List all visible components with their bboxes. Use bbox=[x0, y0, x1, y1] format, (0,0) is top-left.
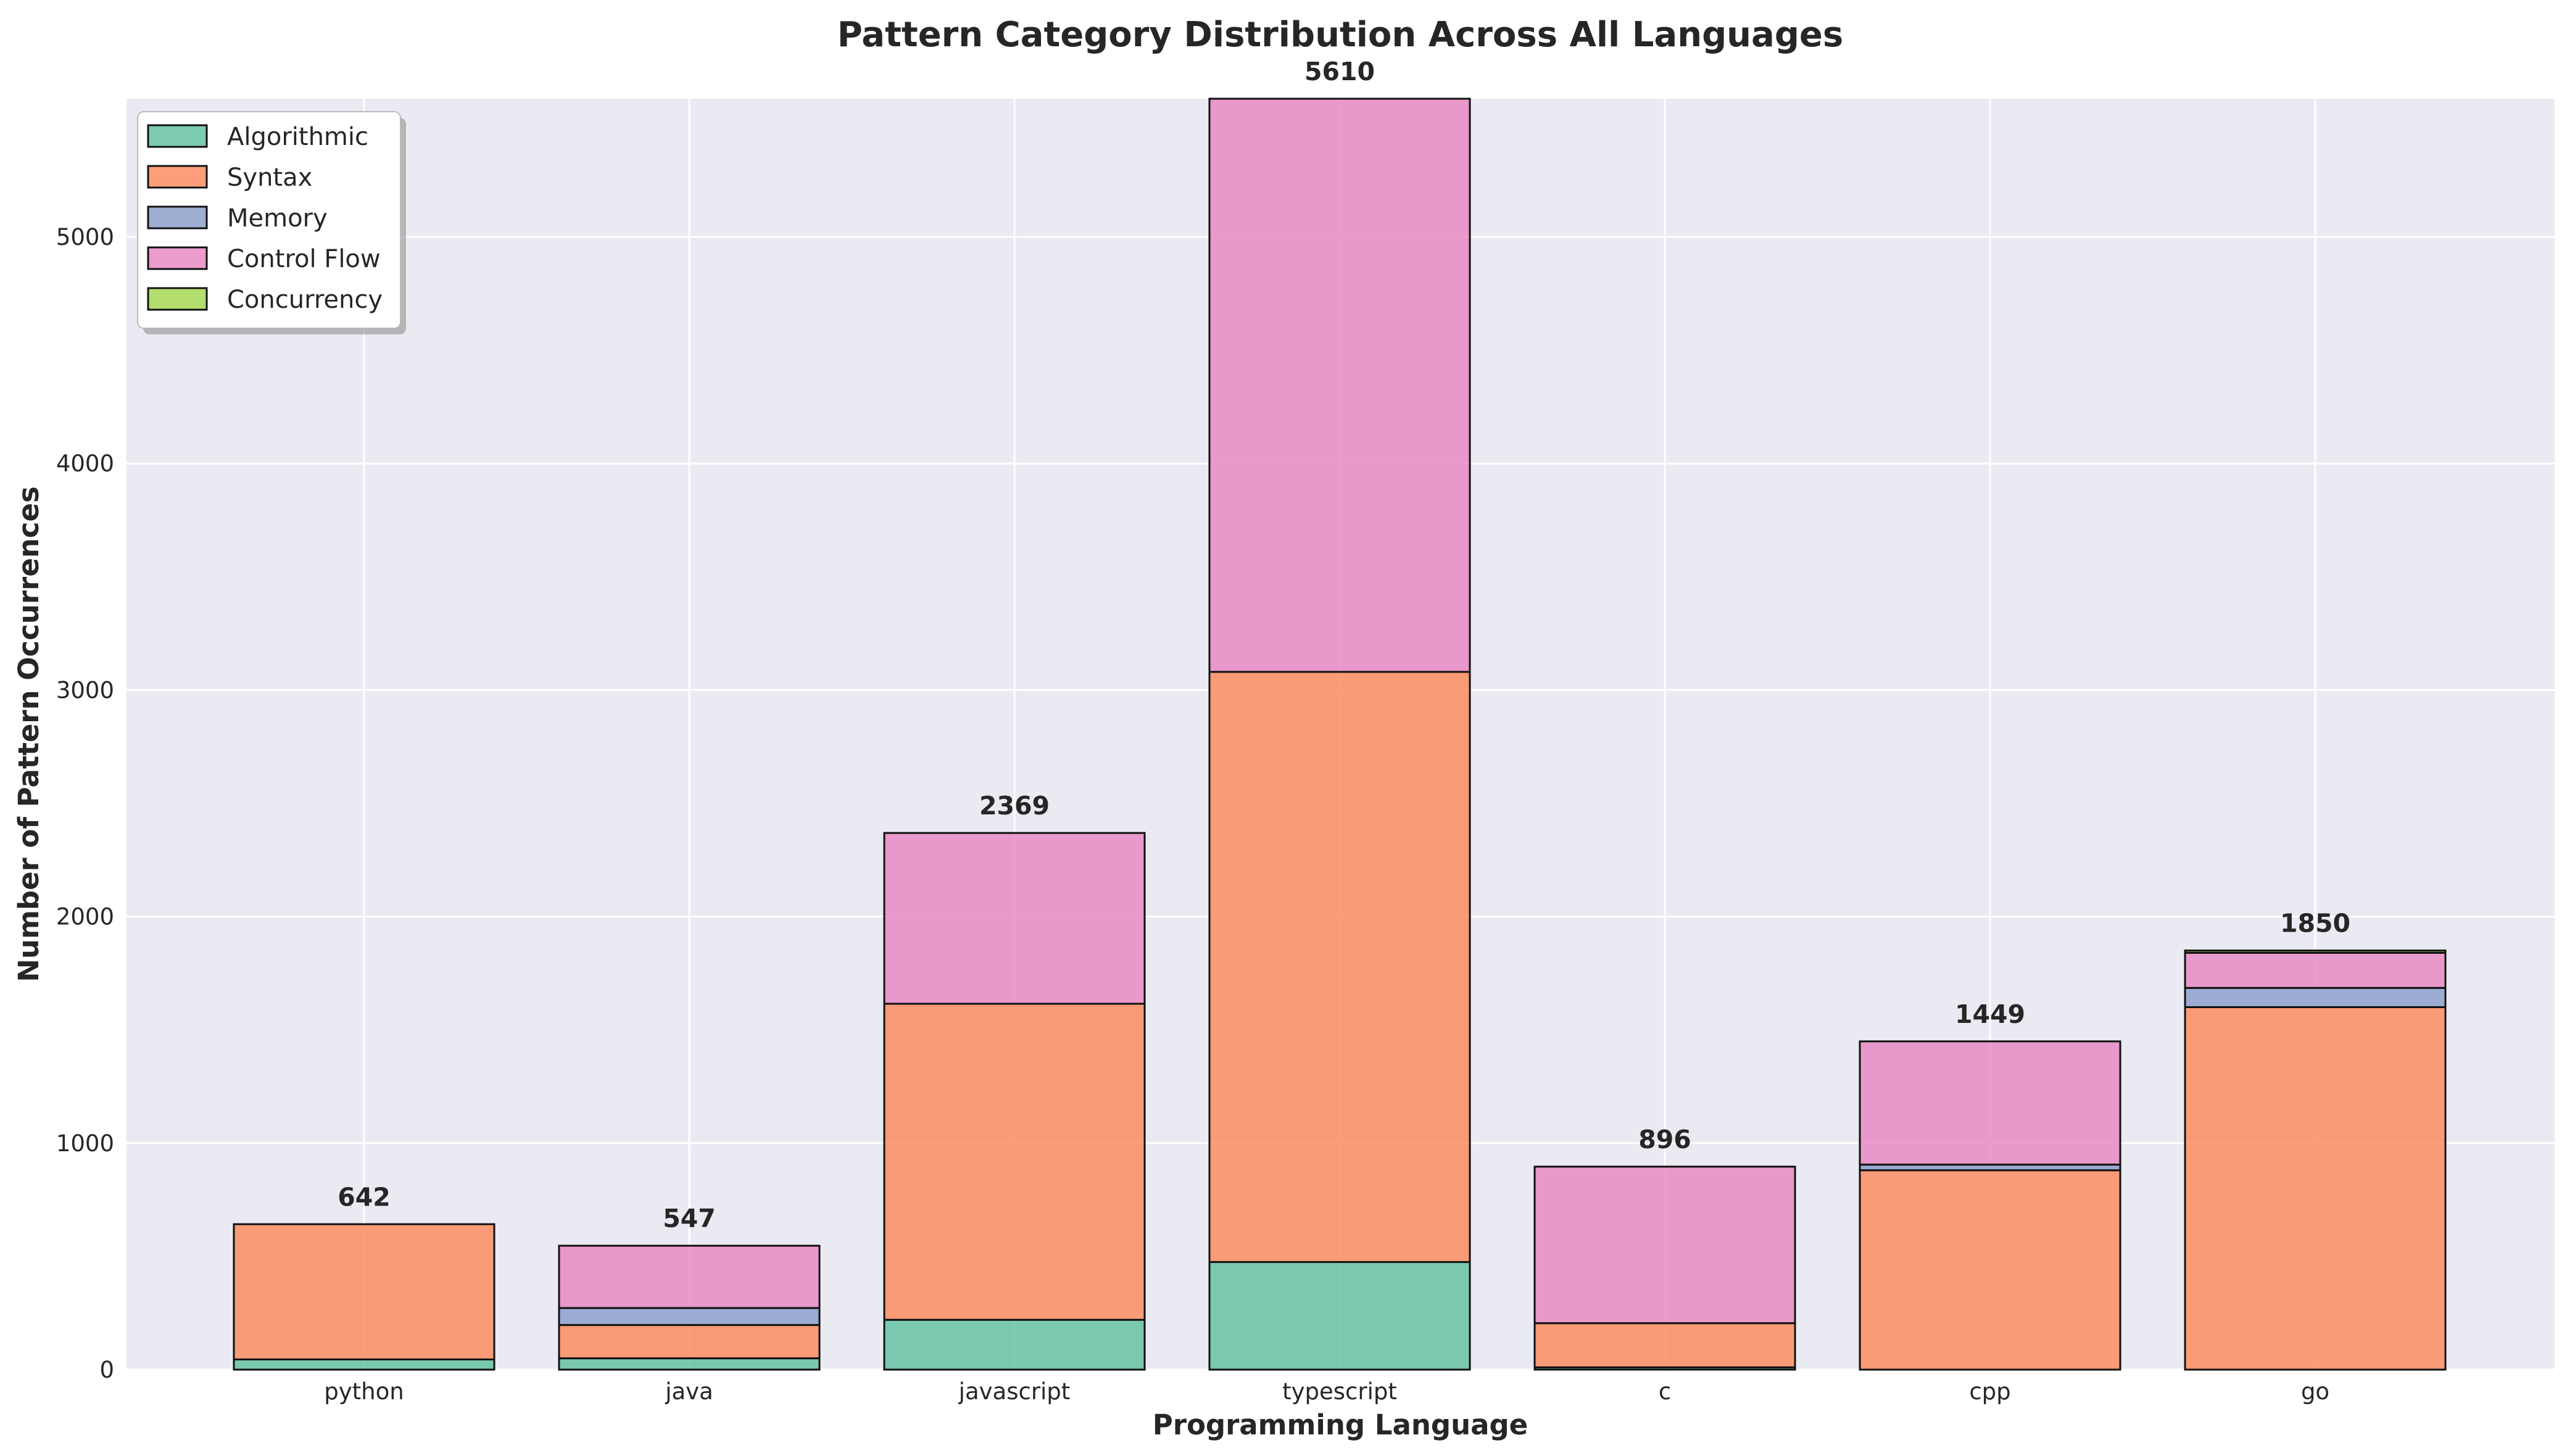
bar-segment-syntax-c bbox=[1533, 1322, 1796, 1368]
bar-segment-algorithmic-javascript bbox=[883, 1318, 1146, 1371]
chart-title: Pattern Category Distribution Across All… bbox=[837, 15, 1843, 55]
total-label-c: 896 bbox=[1638, 1125, 1691, 1154]
y-tick-label: 1000 bbox=[56, 1130, 114, 1157]
legend-swatch-algorithmic bbox=[147, 124, 208, 148]
bar-segment-memory-go bbox=[2184, 987, 2447, 1008]
bar-segment-syntax-cpp bbox=[1859, 1169, 2121, 1371]
y-axis-label: Number of Pattern Occurrences bbox=[12, 486, 45, 982]
x-tick-label-javascript: javascript bbox=[958, 1378, 1071, 1405]
bar-segment-syntax-javascript bbox=[883, 1003, 1146, 1321]
gridlines bbox=[126, 99, 2555, 1371]
bar-segment-concurrency-go bbox=[2184, 949, 2447, 954]
bar-segment-algorithmic-java bbox=[558, 1357, 821, 1371]
bar-segment-control-flow-cpp bbox=[1859, 1040, 2121, 1166]
legend-label-algorithmic: Algorithmic bbox=[227, 123, 368, 151]
total-label-typescript: 5610 bbox=[1304, 57, 1375, 86]
x-tick-label-c: c bbox=[1659, 1378, 1671, 1405]
bar-segment-syntax-typescript bbox=[1208, 671, 1471, 1264]
legend-swatch-concurrency bbox=[147, 287, 208, 311]
x-tick-label-cpp: cpp bbox=[1969, 1378, 2010, 1405]
legend-label-control-flow: Control Flow bbox=[227, 245, 381, 273]
y-tick-label: 5000 bbox=[56, 224, 114, 250]
y-tick-labels: 0 1000 2000 3000 4000 5000 bbox=[56, 224, 114, 1383]
bar-segment-syntax-go bbox=[2184, 1006, 2447, 1371]
bar-segment-algorithmic-python bbox=[233, 1358, 496, 1371]
bar-segment-control-flow-go bbox=[2184, 951, 2447, 989]
legend-label-syntax: Syntax bbox=[227, 163, 312, 192]
y-tick-label: 3000 bbox=[56, 677, 114, 703]
legend-swatch-syntax bbox=[147, 165, 208, 189]
legend-swatch-control-flow bbox=[147, 246, 208, 270]
total-label-java: 547 bbox=[663, 1204, 716, 1233]
legend: Algorithmic Syntax Memory Control Flow Concu… bbox=[137, 111, 406, 334]
x-axis-label: Programming Language bbox=[1153, 1408, 1528, 1441]
bar-segment-control-flow-java bbox=[558, 1244, 821, 1309]
total-labels: 642 547 2369 5610 896 1449 1850 bbox=[338, 57, 2350, 1233]
bars bbox=[233, 97, 2447, 1371]
legend-label-memory: Memory bbox=[227, 204, 328, 233]
bar-segment-control-flow-typescript bbox=[1208, 97, 1471, 673]
total-label-go: 1850 bbox=[2280, 909, 2350, 938]
y-tick-label: 0 bbox=[99, 1357, 114, 1383]
bar-segment-control-flow-c bbox=[1533, 1165, 1796, 1325]
x-tick-label-go: go bbox=[2301, 1378, 2329, 1405]
bar-segment-algorithmic-typescript bbox=[1208, 1261, 1471, 1371]
total-label-cpp: 1449 bbox=[1955, 999, 2025, 1029]
legend-label-concurrency: Concurrency bbox=[227, 286, 383, 314]
bar-segment-memory-java bbox=[558, 1307, 821, 1326]
bar-segment-control-flow-javascript bbox=[883, 832, 1146, 1005]
y-tick-label: 2000 bbox=[56, 904, 114, 930]
total-label-python: 642 bbox=[338, 1182, 391, 1212]
x-tick-label-python: python bbox=[324, 1378, 404, 1405]
total-label-javascript: 2369 bbox=[979, 791, 1050, 821]
bar-segment-syntax-java bbox=[558, 1324, 821, 1360]
x-tick-label-typescript: typescript bbox=[1282, 1378, 1397, 1405]
x-tick-labels: python java javascript typescript c cpp go bbox=[324, 1378, 2329, 1405]
legend-swatch-memory bbox=[147, 205, 208, 230]
bar-segment-syntax-python bbox=[233, 1223, 496, 1360]
x-tick-label-java: java bbox=[665, 1378, 713, 1405]
y-tick-label: 4000 bbox=[56, 450, 114, 477]
